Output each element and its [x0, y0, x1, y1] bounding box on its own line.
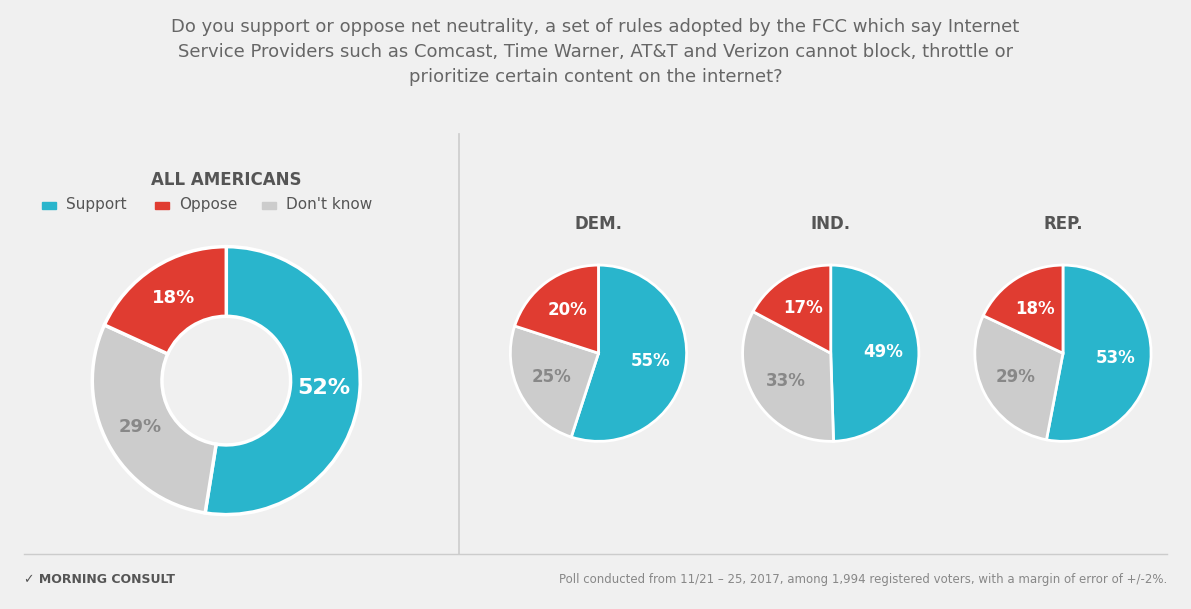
- Text: Do you support or oppose net neutrality, a set of rules adopted by the FCC which: Do you support or oppose net neutrality,…: [172, 18, 1019, 86]
- Text: Don't know: Don't know: [286, 197, 372, 212]
- Text: 18%: 18%: [1015, 300, 1054, 317]
- Title: DEM.: DEM.: [574, 215, 623, 233]
- Wedge shape: [205, 247, 360, 515]
- Text: 33%: 33%: [766, 372, 806, 390]
- Text: 17%: 17%: [784, 299, 823, 317]
- Wedge shape: [743, 312, 834, 442]
- Text: 25%: 25%: [531, 368, 572, 386]
- Wedge shape: [511, 326, 598, 437]
- Wedge shape: [105, 247, 226, 354]
- Wedge shape: [515, 265, 599, 353]
- Text: 52%: 52%: [298, 378, 350, 398]
- Text: 18%: 18%: [151, 289, 195, 308]
- Wedge shape: [830, 265, 918, 442]
- Text: 29%: 29%: [119, 418, 162, 436]
- Text: 49%: 49%: [863, 343, 904, 361]
- Text: 29%: 29%: [996, 368, 1036, 386]
- Title: IND.: IND.: [811, 215, 850, 233]
- Wedge shape: [984, 265, 1064, 353]
- Text: Oppose: Oppose: [179, 197, 237, 212]
- Text: 53%: 53%: [1096, 349, 1135, 367]
- Text: 20%: 20%: [548, 301, 587, 320]
- Text: ✓ MORNING CONSULT: ✓ MORNING CONSULT: [24, 573, 175, 586]
- Text: 55%: 55%: [631, 353, 671, 370]
- Wedge shape: [753, 265, 831, 353]
- Text: Support: Support: [66, 197, 126, 212]
- Wedge shape: [572, 265, 686, 442]
- Text: Poll conducted from 11/21 – 25, 2017, among 1,994 registered voters, with a marg: Poll conducted from 11/21 – 25, 2017, am…: [559, 573, 1167, 586]
- Text: ALL AMERICANS: ALL AMERICANS: [151, 171, 301, 189]
- Wedge shape: [975, 315, 1064, 440]
- Wedge shape: [1047, 265, 1151, 442]
- Wedge shape: [93, 325, 216, 513]
- Title: REP.: REP.: [1043, 215, 1083, 233]
